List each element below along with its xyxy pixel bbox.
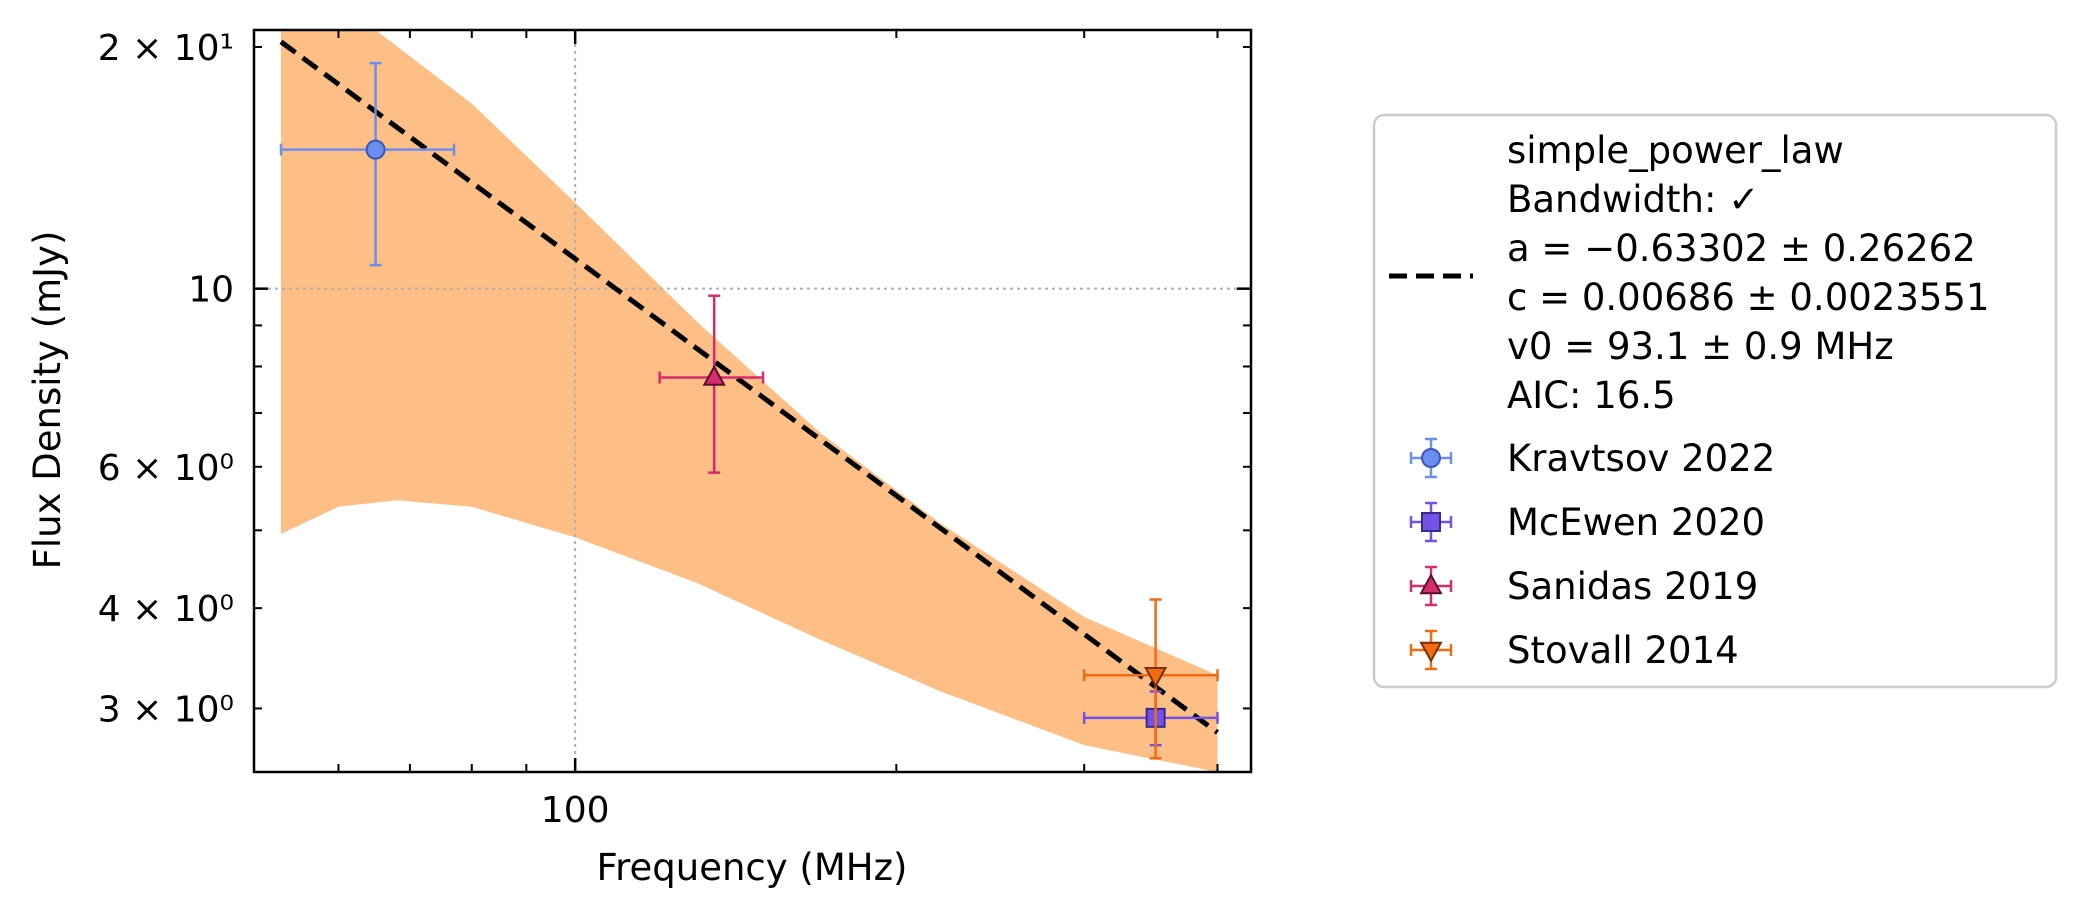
legend-fit-label: c = 0.00686 ± 0.0023551 bbox=[1507, 276, 1989, 319]
y-tick-label: 2 × 10¹ bbox=[98, 28, 234, 69]
plot-area: 100 2 × 10¹ 10 6 × 10⁰ 4 × 10⁰ 3 × 10⁰ bbox=[98, 28, 1253, 831]
legend-series-label: Stovall 2014 bbox=[1507, 629, 1739, 672]
series-stovall-2014 bbox=[1082, 598, 1219, 760]
axes-frame bbox=[252, 28, 1253, 774]
data-point bbox=[1144, 667, 1168, 689]
data-point bbox=[365, 139, 386, 160]
plot-content bbox=[254, 30, 1251, 772]
y-tick-label: 3 × 10⁰ bbox=[98, 689, 234, 730]
legend-fit-label: AIC: 16.5 bbox=[1507, 374, 1676, 417]
fit-line bbox=[279, 39, 1219, 735]
axis-ticks: 100 2 × 10¹ 10 6 × 10⁰ 4 × 10⁰ 3 × 10⁰ bbox=[98, 28, 1251, 831]
legend-series-label: Kravtsov 2022 bbox=[1507, 437, 1775, 480]
legend-series-label: McEwen 2020 bbox=[1507, 501, 1765, 544]
series-kravtsov-2022 bbox=[279, 61, 456, 267]
y-tick-label: 10 bbox=[188, 270, 234, 311]
x-axis-title: Frequency (MHz) bbox=[597, 846, 908, 889]
legend-entry-sanidas-2019: Sanidas 2019 bbox=[1409, 565, 1758, 608]
legend-marker bbox=[1419, 573, 1443, 595]
legend-frame bbox=[1372, 113, 2058, 689]
series-sanidas-2019 bbox=[658, 294, 765, 474]
legend-marker bbox=[1421, 512, 1441, 532]
y-tick-label: 6 × 10⁰ bbox=[98, 448, 234, 489]
data-point bbox=[702, 364, 726, 386]
legend-marker bbox=[1419, 641, 1443, 663]
legend-marker bbox=[1421, 448, 1441, 468]
legend-series-label: Sanidas 2019 bbox=[1507, 565, 1758, 608]
y-tick-label: 4 × 10⁰ bbox=[98, 589, 234, 630]
legend-fit-label: v0 = 93.1 ± 0.9 MHz bbox=[1507, 325, 1894, 368]
legend-fit-label: Bandwidth: ✓ bbox=[1507, 178, 1759, 221]
legend-entry-kravtsov-2022: Kravtsov 2022 bbox=[1409, 437, 1775, 480]
legend-fit-label: simple_power_law bbox=[1507, 129, 1844, 172]
legend-fit-label: a = −0.63302 ± 0.26262 bbox=[1507, 227, 1976, 270]
legend-entry-mcewen-2020: McEwen 2020 bbox=[1409, 501, 1765, 544]
y-axis-title: Flux Density (mJy) bbox=[26, 231, 69, 570]
x-tick-label: 100 bbox=[541, 790, 610, 831]
legend: simple_power_law Bandwidth: ✓ a = −0.63302… bbox=[1372, 113, 2058, 689]
legend-entry-stovall-2014: Stovall 2014 bbox=[1409, 629, 1739, 672]
fit-uncertainty-band bbox=[280, 30, 1218, 772]
